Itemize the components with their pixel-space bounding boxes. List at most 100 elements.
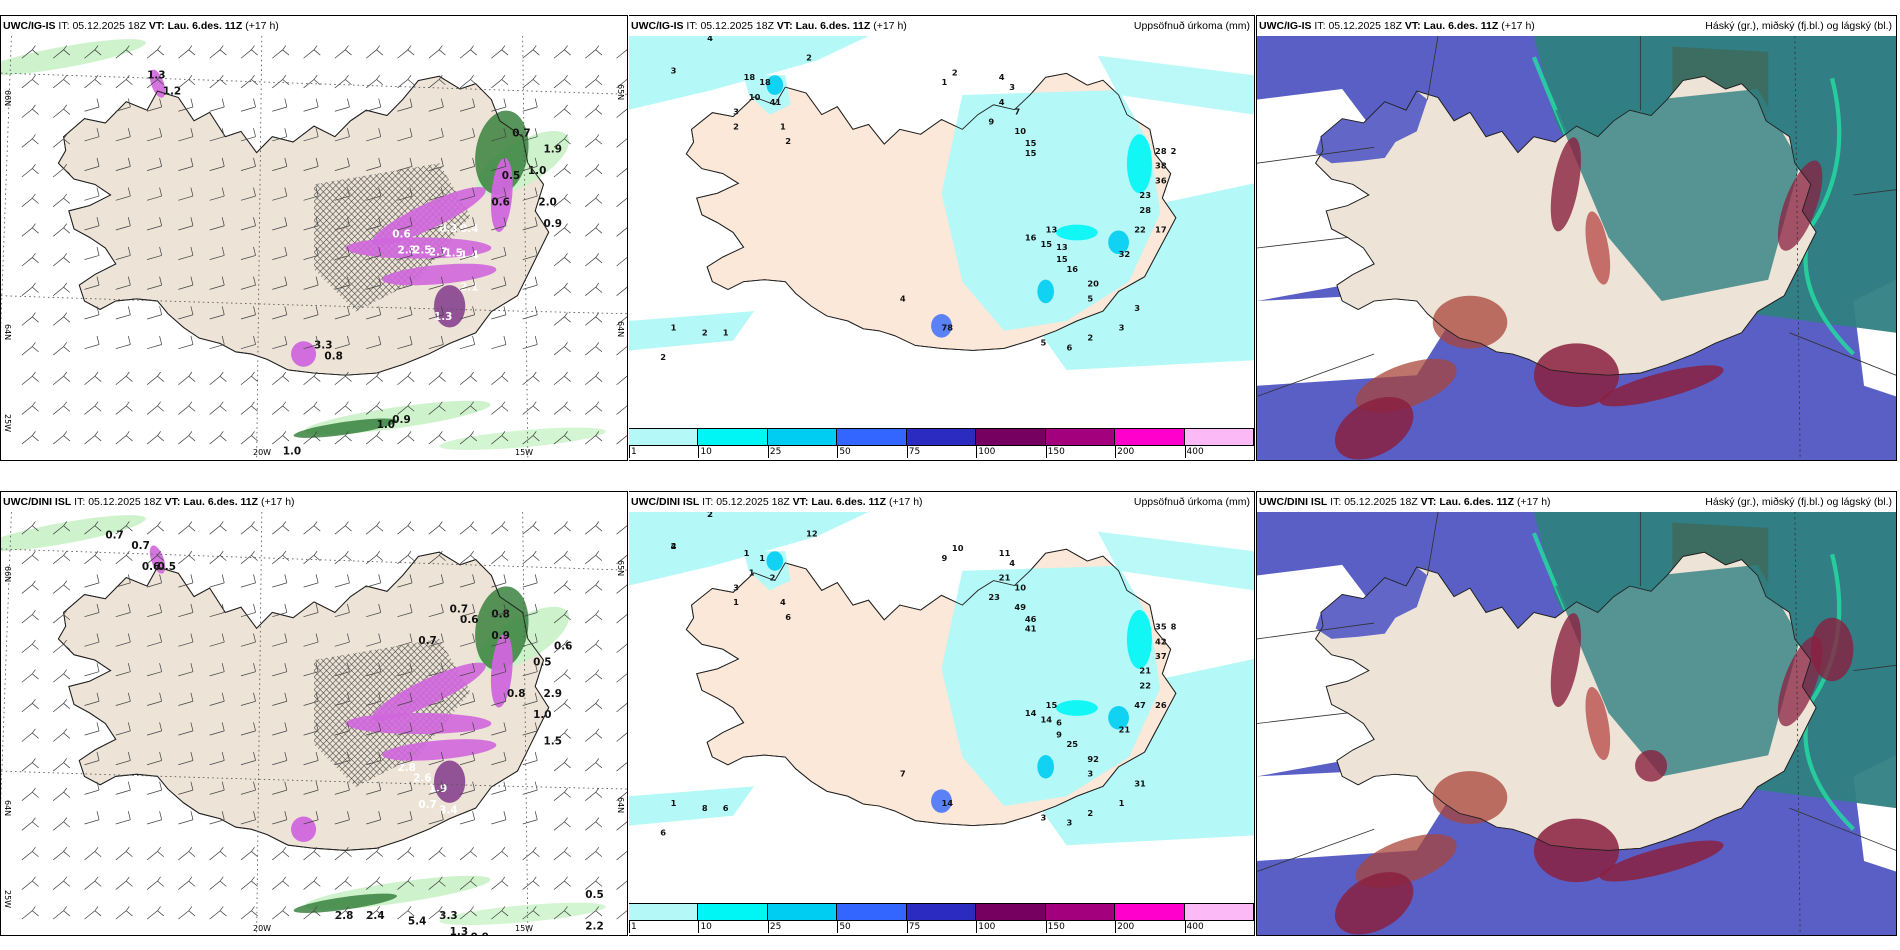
lead-time: (+17 h) [873, 20, 907, 32]
precip-value-label: 6 [723, 803, 729, 813]
precip-value-label: 38 [1155, 161, 1167, 171]
precip-value-label: 26 [1155, 700, 1167, 710]
colorbar-tick-label: 10 [698, 446, 712, 458]
lon-label-25w: 25W [3, 890, 12, 909]
low-cloud-area [1585, 687, 1611, 760]
panel-header: UWC/IG-IS IT: 05.12.2025 18Z VT: Lau. 6.… [1, 16, 627, 36]
precip-value-label: 16 [1025, 233, 1037, 243]
precip-area [293, 893, 397, 913]
precip-value-label: 1 [942, 77, 948, 87]
wind-barbs [21, 521, 627, 920]
precip-value-label: 3.4 [439, 804, 457, 816]
low-cloud-area [1432, 295, 1508, 349]
precip-value-label: 1.0 [533, 709, 551, 721]
precip-value-label: 32 [1119, 249, 1131, 259]
precip-value-label: 2.8 [397, 762, 415, 774]
precip-value-label: 42 [1155, 637, 1167, 647]
map-canvas [1257, 36, 1896, 460]
precip-value-label: 2.5 [413, 244, 431, 256]
colorbar-swatch [1184, 904, 1254, 920]
precip-value-label: 4 [1009, 558, 1015, 568]
precip-value-label: 14 [1040, 715, 1052, 725]
colorbar-tick-label: 150 [1045, 446, 1065, 458]
colorbar-tick-label: 1 [629, 921, 637, 933]
map-accum-precip: 3 4 2 18 18 10 41 3 2 1 2 4 3 4 7 9 10 15 15 28 38 36 23 28 22 17… [629, 36, 1254, 429]
precip-value-label: 4 [900, 294, 906, 304]
precip-value-label: 36 [1155, 176, 1167, 186]
panel-title: Uppsöfnuð úrkoma (mm) [1133, 496, 1250, 508]
precip-value-label: 1.0 [283, 446, 301, 458]
precip-value-label: 5 [1087, 294, 1093, 304]
precip-value-label: 8 [702, 803, 708, 813]
precip-value-label: 5 [1040, 338, 1046, 348]
precip-value-label: 10 [1014, 583, 1026, 593]
precip-area [931, 789, 952, 813]
low-cloud-area [1585, 211, 1611, 285]
lat-label-65n-right: 65N [616, 560, 625, 577]
panel-title: Háský (gr.), miðský (fj.bl.) og lágský (… [1705, 496, 1892, 508]
precip-value-label: 0.7 [105, 529, 123, 541]
precip-area [1108, 706, 1129, 730]
it-value: 05.12.2025 18Z [716, 496, 790, 508]
precip-value-label: 1 [1119, 798, 1125, 808]
precip-value-label: 1.3 [434, 311, 452, 323]
low-cloud-area [1777, 636, 1823, 727]
precip-value-label: 3 [671, 66, 677, 76]
colorbar-swatch [767, 429, 838, 445]
precip-value-label: 28 [1155, 146, 1167, 156]
precip-area [439, 427, 606, 451]
colorbar-swatch [629, 429, 699, 445]
precip-value-label: 5.4 [408, 915, 426, 927]
colorbar-tick-label: 10 [698, 921, 712, 933]
colorbar-swatch [976, 904, 1046, 920]
graticule [1, 512, 627, 935]
low-cloud-area [1810, 617, 1854, 682]
precip-value-label: 9 [988, 117, 994, 127]
precip-value-label: 0.3 [439, 223, 457, 235]
lon-label-25w: 25W [3, 414, 12, 433]
precip-value-label: 1.9 [544, 144, 562, 156]
colorbar-tick-label: 150 [1045, 921, 1065, 933]
lat-label-65n-right: 65N [616, 84, 625, 101]
precip-area [149, 69, 166, 98]
precip-value-label: 6 [1067, 343, 1073, 353]
colorbar-tick-label: 200 [1115, 446, 1135, 458]
lead-time: (+17 h) [1501, 20, 1535, 32]
precip-value-label: 0.9 [544, 218, 562, 230]
precip-value-label: 2 [952, 68, 958, 78]
lat-label-64n-right: 64N [616, 797, 625, 814]
precip-value-label: 0.5 [585, 889, 603, 901]
precip-area-land [941, 565, 1161, 806]
precip-value-label: 6 [1056, 718, 1062, 728]
graticule [1, 36, 627, 460]
low-cloud-area [1550, 613, 1581, 707]
precip-area [1056, 224, 1098, 241]
precip-value-label: 2 [671, 541, 677, 551]
precip-value-label: 3.3 [314, 340, 332, 352]
precip-area [345, 237, 492, 259]
precip-value-label: 16 [1067, 264, 1079, 274]
precip-value-label: 0.7 [131, 540, 149, 552]
precip-value-label: 4 [671, 541, 677, 551]
precip-value-label: 11 [999, 548, 1011, 558]
lat-label-64n-right: 64N [616, 321, 625, 338]
colorbar-tick-label: 1 [629, 446, 637, 458]
precip-area [1, 515, 146, 552]
vt-value: Lau. 6.des. 11Z [795, 20, 871, 32]
precip-value-label: 3 [733, 107, 739, 117]
precip-value-label: 10 [1014, 126, 1026, 136]
colorbar-tick-label: 75 [906, 446, 921, 458]
panel-dini-precip-phase: UWC/DINI ISL IT: 05.12.2025 18Z VT: Lau.… [0, 491, 628, 936]
precip-value-label: 15 [1046, 700, 1058, 710]
precip-value-label: 46 [1025, 614, 1037, 624]
lat-label-66n: 66N [3, 566, 12, 583]
it-label: IT: [702, 496, 714, 508]
lon-label-20w: 20W [253, 924, 272, 933]
colorbar-tick-label: 50 [837, 921, 851, 933]
precip-value-label: 21 [1119, 725, 1131, 735]
lat-label-66n: 66N [3, 90, 12, 107]
precip-value-label: 0.9 [491, 630, 509, 642]
precip-value-label: 1 [723, 328, 729, 338]
precip-value-label: 15 [1040, 239, 1052, 249]
